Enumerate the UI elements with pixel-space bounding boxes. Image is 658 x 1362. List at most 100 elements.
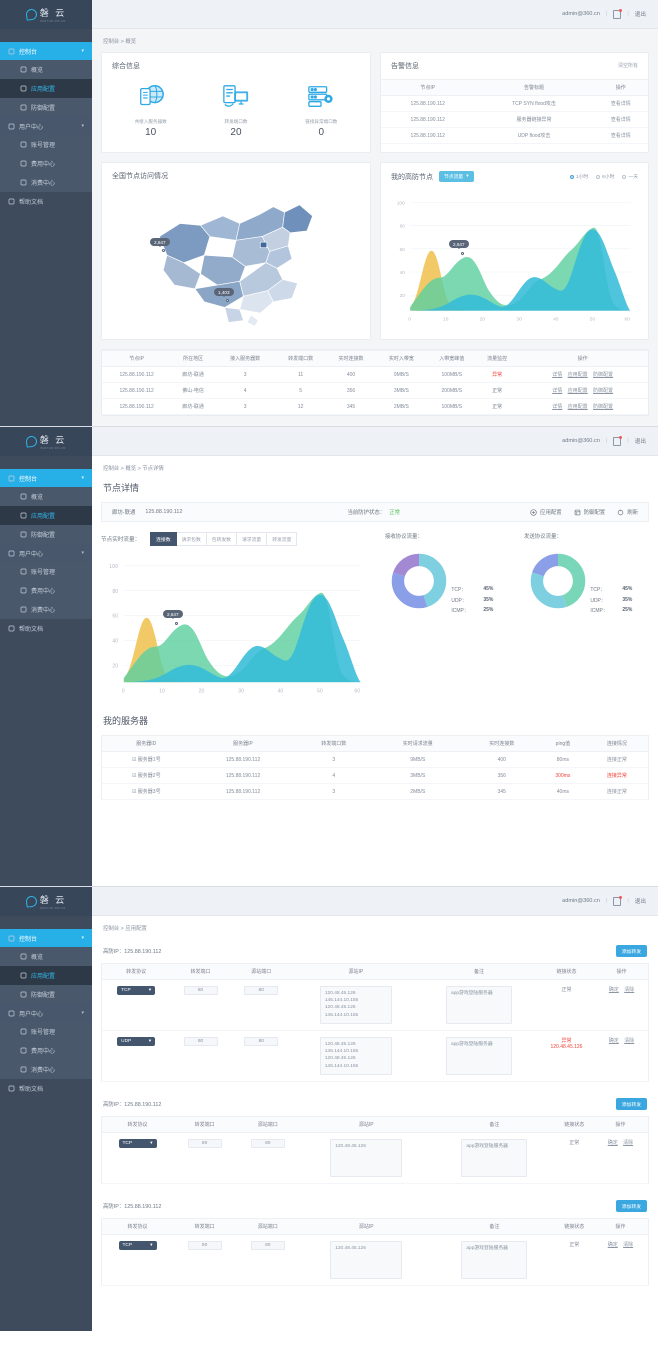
action-详情[interactable]: 详情	[552, 388, 563, 394]
flow-tab-2[interactable]: 包转发数	[206, 532, 237, 546]
checkbox-icon[interactable]: ☑	[131, 757, 137, 763]
map-tooltip: 1,403	[214, 288, 234, 297]
sidebar-item-用户中心-消费中心[interactable]: 消费中心	[0, 173, 92, 192]
logo[interactable]: 磐 云 PANYUN.360.CN	[0, 887, 92, 916]
origin-port-input[interactable]: 80	[244, 986, 279, 995]
logout-button[interactable]: 退出	[634, 899, 646, 905]
radio-6h[interactable]: 6小时	[596, 173, 614, 180]
action-详情[interactable]: 详情	[552, 372, 563, 378]
action-确定[interactable]: 确定	[607, 1140, 618, 1146]
action-应用配置[interactable]: 应用配置	[567, 388, 588, 394]
bell-icon[interactable]	[613, 9, 622, 19]
sidebar-item-用户中心-费用中心[interactable]: 费用中心	[0, 1041, 92, 1060]
origin-ip-textarea[interactable]: 120.48.45.126	[330, 1139, 403, 1177]
logo[interactable]: 磐 云 PANYUN.360.CN	[0, 427, 92, 456]
protocol-select[interactable]: TCP ▾	[117, 986, 156, 995]
sidebar-item-用户中心-账号管理[interactable]: 账号管理	[0, 562, 92, 581]
logout-button[interactable]: 退出	[634, 439, 646, 445]
sidebar-group-0[interactable]: 控制台 ▾	[0, 929, 92, 947]
action-防御配置[interactable]: 防御配置	[593, 388, 614, 394]
bell-icon[interactable]	[613, 896, 622, 906]
add-forward-button[interactable]: 添加转发	[615, 1200, 647, 1212]
forward-port-input[interactable]: 80	[187, 1139, 222, 1148]
clear-all-button[interactable]: 清空所有	[617, 63, 638, 69]
flow-tab-1[interactable]: 请求包数	[176, 532, 207, 546]
action-防御配置[interactable]: 防御配置	[593, 372, 614, 378]
app-config-button[interactable]: 应用配置	[530, 508, 562, 516]
sidebar-item-控制台-概览[interactable]: 概览	[0, 947, 92, 966]
sidebar-item-help[interactable]: 帮助文档	[0, 1079, 92, 1097]
view-detail-link[interactable]: 查看详情	[593, 111, 648, 128]
logo[interactable]: 磐 云 PANYUN.360.CN	[0, 0, 92, 29]
view-detail-link[interactable]: 查看详情	[593, 95, 648, 112]
radio-1h[interactable]: 1小时	[569, 173, 588, 180]
sidebar-item-用户中心-消费中心[interactable]: 消费中心	[0, 1060, 92, 1079]
sidebar-item-控制台-概览[interactable]: 概览	[0, 60, 92, 79]
checkbox-icon[interactable]: ☑	[131, 773, 137, 779]
sidebar-item-用户中心-消费中心[interactable]: 消费中心	[0, 600, 92, 619]
action-确定[interactable]: 确定	[607, 1242, 618, 1248]
view-detail-link[interactable]: 查看详情	[593, 127, 648, 144]
origin-ip-textarea[interactable]: 120.48.45.126 145.144.10.155 120.48.45.126…	[319, 986, 392, 1024]
server-id[interactable]: ☑ 服务器3号	[101, 783, 191, 800]
sidebar-item-help[interactable]: 帮助文档	[0, 192, 92, 210]
action-详情[interactable]: 详情	[552, 404, 563, 410]
action-清除[interactable]: 清除	[623, 1140, 634, 1146]
defense-config-button[interactable]: 防御配置	[574, 508, 605, 516]
note-textarea[interactable]: app游戏登陆服务器	[446, 1037, 513, 1075]
flow-tab-3[interactable]: 请求流量	[236, 532, 268, 546]
forward-port-input[interactable]: 80	[183, 986, 218, 995]
sidebar-item-help[interactable]: 帮助文档	[0, 619, 92, 637]
sidebar-item-控制台-应用配置[interactable]: 应用配置	[0, 966, 92, 985]
origin-port-input[interactable]: 80	[244, 1037, 279, 1046]
sidebar-item-控制台-防御配置[interactable]: 防御配置	[0, 98, 92, 117]
sidebar-group-0[interactable]: 控制台 ▾	[0, 469, 92, 487]
bell-icon[interactable]	[613, 436, 622, 446]
sidebar-item-控制台-防御配置[interactable]: 防御配置	[0, 525, 92, 544]
forward-port-input[interactable]: 80	[187, 1241, 222, 1250]
china-map[interactable]: 2,647 1,403	[102, 183, 370, 333]
note-textarea[interactable]: app游戏登陆服务器	[446, 986, 513, 1024]
sidebar-item-用户中心-费用中心[interactable]: 费用中心	[0, 154, 92, 173]
action-应用配置[interactable]: 应用配置	[567, 404, 588, 410]
sidebar-item-控制台-应用配置[interactable]: 应用配置	[0, 506, 92, 525]
action-清除[interactable]: 清除	[623, 1242, 634, 1248]
action-确定[interactable]: 确定	[608, 1038, 619, 1044]
action-清除[interactable]: 清除	[624, 987, 635, 993]
protocol-select[interactable]: UDP ▾	[117, 1037, 156, 1046]
forward-port-input[interactable]: 80	[183, 1037, 218, 1046]
origin-ip-textarea[interactable]: 120.48.45.126	[330, 1241, 403, 1279]
node-flow-dropdown[interactable]: 节点流量 ▾	[439, 171, 474, 182]
sidebar-group-1[interactable]: 用户中心 ▾	[0, 117, 92, 135]
sidebar-item-控制台-概览[interactable]: 概览	[0, 487, 92, 506]
sidebar-item-控制台-应用配置[interactable]: 应用配置	[0, 79, 92, 98]
flow-tab-4[interactable]: 转发流量	[267, 532, 298, 546]
sidebar-group-0[interactable]: 控制台 ▾	[0, 42, 92, 60]
refresh-button[interactable]: 刷新	[617, 508, 638, 516]
action-防御配置[interactable]: 防御配置	[593, 404, 614, 410]
sidebar-item-用户中心-费用中心[interactable]: 费用中心	[0, 581, 92, 600]
sidebar-group-1[interactable]: 用户中心 ▾	[0, 544, 92, 562]
server-id[interactable]: ☑ 服务器2号	[101, 767, 191, 784]
sidebar-item-用户中心-账号管理[interactable]: 账号管理	[0, 135, 92, 154]
action-应用配置[interactable]: 应用配置	[567, 372, 588, 378]
action-清除[interactable]: 清除	[624, 1038, 635, 1044]
sidebar-item-用户中心-账号管理[interactable]: 账号管理	[0, 1022, 92, 1041]
flow-tab-0[interactable]: 连接数	[150, 532, 177, 546]
protocol-select[interactable]: TCP ▾	[118, 1241, 157, 1250]
radio-1d[interactable]: 一天	[622, 173, 638, 180]
origin-port-input[interactable]: 80	[250, 1139, 285, 1148]
protocol-select[interactable]: TCP ▾	[118, 1139, 157, 1148]
origin-port-input[interactable]: 80	[250, 1241, 285, 1250]
sidebar-item-控制台-防御配置[interactable]: 防御配置	[0, 985, 92, 1004]
checkbox-icon[interactable]: ☑	[131, 789, 137, 795]
note-textarea[interactable]: app游戏登陆服务器	[461, 1241, 528, 1279]
action-确定[interactable]: 确定	[608, 987, 619, 993]
origin-ip-textarea[interactable]: 120.48.45.126 145.144.10.155 120.48.45.126…	[319, 1037, 392, 1075]
logout-button[interactable]: 退出	[634, 12, 646, 18]
add-forward-button[interactable]: 添加转发	[615, 1098, 647, 1110]
server-id[interactable]: ☑ 服务器1号	[101, 751, 191, 768]
note-textarea[interactable]: app游戏登陆服务器	[461, 1139, 528, 1177]
add-forward-button[interactable]: 添加转发	[615, 945, 647, 957]
sidebar-group-1[interactable]: 用户中心 ▾	[0, 1004, 92, 1022]
